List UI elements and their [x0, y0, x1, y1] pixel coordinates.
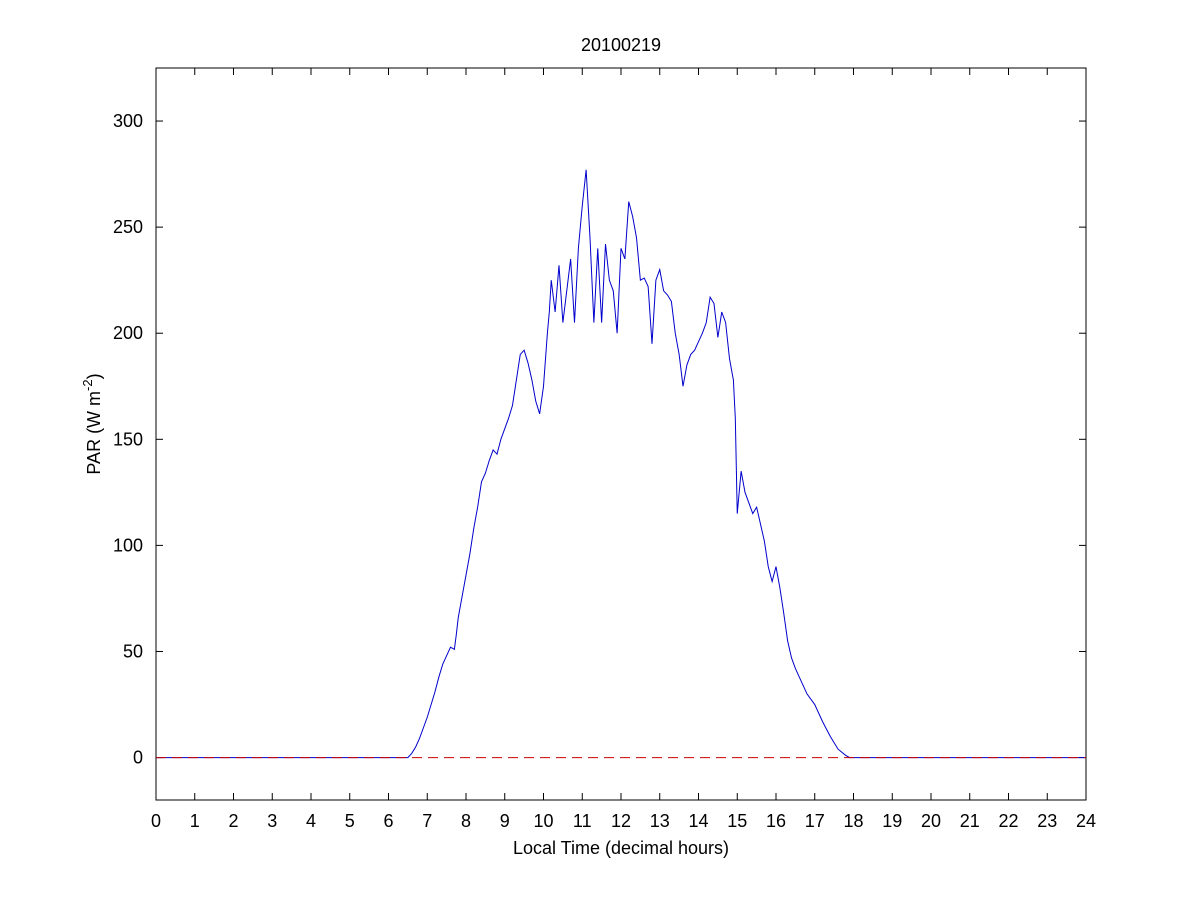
y-tick-label: 300 — [113, 111, 143, 131]
y-axis-title: PAR (W m-2) — [80, 373, 104, 474]
y-axis-title-main: PAR (W m — [84, 391, 104, 475]
x-tick-label: 20 — [921, 811, 941, 831]
x-tick-label: 2 — [228, 811, 238, 831]
x-tick-label: 11 — [573, 811, 592, 831]
y-axis-title-close: ) — [84, 373, 104, 379]
x-tick-label: 12 — [611, 811, 631, 831]
x-tick-label: 13 — [650, 811, 670, 831]
y-tick-label: 150 — [113, 429, 143, 449]
x-tick-label: 17 — [805, 811, 825, 831]
x-tick-label: 14 — [688, 811, 708, 831]
axes-frame — [155, 67, 1087, 801]
y-tick-label: 250 — [113, 217, 143, 237]
x-tick-label: 22 — [998, 811, 1018, 831]
par-series-line — [156, 169, 1086, 759]
x-tick-label: 16 — [766, 811, 786, 831]
chart-title: 20100219 — [581, 35, 661, 55]
x-tick-label: 5 — [345, 811, 355, 831]
x-tick-label: 24 — [1076, 811, 1096, 831]
x-tick-label: 7 — [422, 811, 432, 831]
x-tick-label: 15 — [727, 811, 747, 831]
x-tick-label: 10 — [533, 811, 553, 831]
x-axis-title: Local Time (decimal hours) — [513, 838, 729, 858]
y-axis-title-exponent: -2 — [80, 379, 95, 391]
x-tick-label: 1 — [190, 811, 200, 831]
y-tick-label: 0 — [133, 748, 143, 768]
x-tick-label: 6 — [383, 811, 393, 831]
axis-ticks: 0 1 2 3 4 5 6 7 8 9 10 11 12 13 14 15 16 17 18 19 20 21 22 23 24… — [113, 68, 1096, 831]
y-tick-label: 50 — [123, 641, 143, 661]
y-tick-label: 100 — [113, 535, 143, 555]
series-group — [156, 169, 1086, 759]
y-tick-label: 200 — [113, 323, 143, 343]
x-tick-label: 8 — [461, 811, 471, 831]
x-tick-label: 23 — [1037, 811, 1057, 831]
x-tick-label: 4 — [306, 811, 316, 831]
x-tick-label: 21 — [960, 811, 980, 831]
x-tick-label: 0 — [151, 811, 161, 831]
x-tick-label: 3 — [267, 811, 277, 831]
x-tick-label: 19 — [882, 811, 902, 831]
x-tick-label: 18 — [843, 811, 863, 831]
x-tick-label: 9 — [500, 811, 510, 831]
